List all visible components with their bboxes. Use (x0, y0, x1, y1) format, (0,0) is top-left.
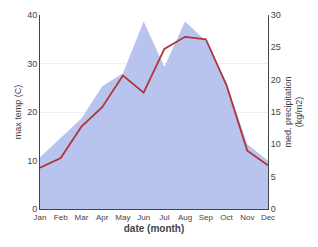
svg-text:max temp (C): max temp (C) (13, 85, 23, 140)
svg-text:Aug: Aug (178, 213, 192, 222)
svg-text:10: 10 (27, 156, 37, 166)
svg-text:Jul: Jul (159, 213, 169, 222)
svg-text:30: 30 (271, 10, 281, 20)
svg-text:30: 30 (27, 59, 37, 69)
svg-text:20: 20 (27, 107, 37, 117)
svg-text:0: 0 (32, 204, 37, 214)
svg-text:0: 0 (271, 204, 276, 214)
svg-text:Sep: Sep (199, 213, 214, 222)
svg-text:Nov: Nov (240, 213, 254, 222)
svg-text:Jan: Jan (34, 213, 47, 222)
svg-text:May: May (115, 213, 130, 222)
svg-text:15: 15 (271, 107, 281, 117)
svg-text:Oct: Oct (220, 213, 233, 222)
svg-text:Feb: Feb (54, 213, 68, 222)
svg-text:Mar: Mar (75, 213, 89, 222)
svg-text:Dec: Dec (261, 213, 275, 222)
svg-text:20: 20 (271, 75, 281, 85)
svg-text:Apr: Apr (96, 213, 109, 222)
svg-text:25: 25 (271, 42, 281, 52)
svg-text:date (month): date (month) (124, 223, 185, 234)
svg-text:10: 10 (271, 139, 281, 149)
svg-text:40: 40 (27, 10, 37, 20)
svg-text:med. precipitation(kg/m2): med. precipitation(kg/m2) (283, 76, 305, 147)
svg-text:5: 5 (271, 172, 276, 182)
svg-text:Jun: Jun (137, 213, 150, 222)
